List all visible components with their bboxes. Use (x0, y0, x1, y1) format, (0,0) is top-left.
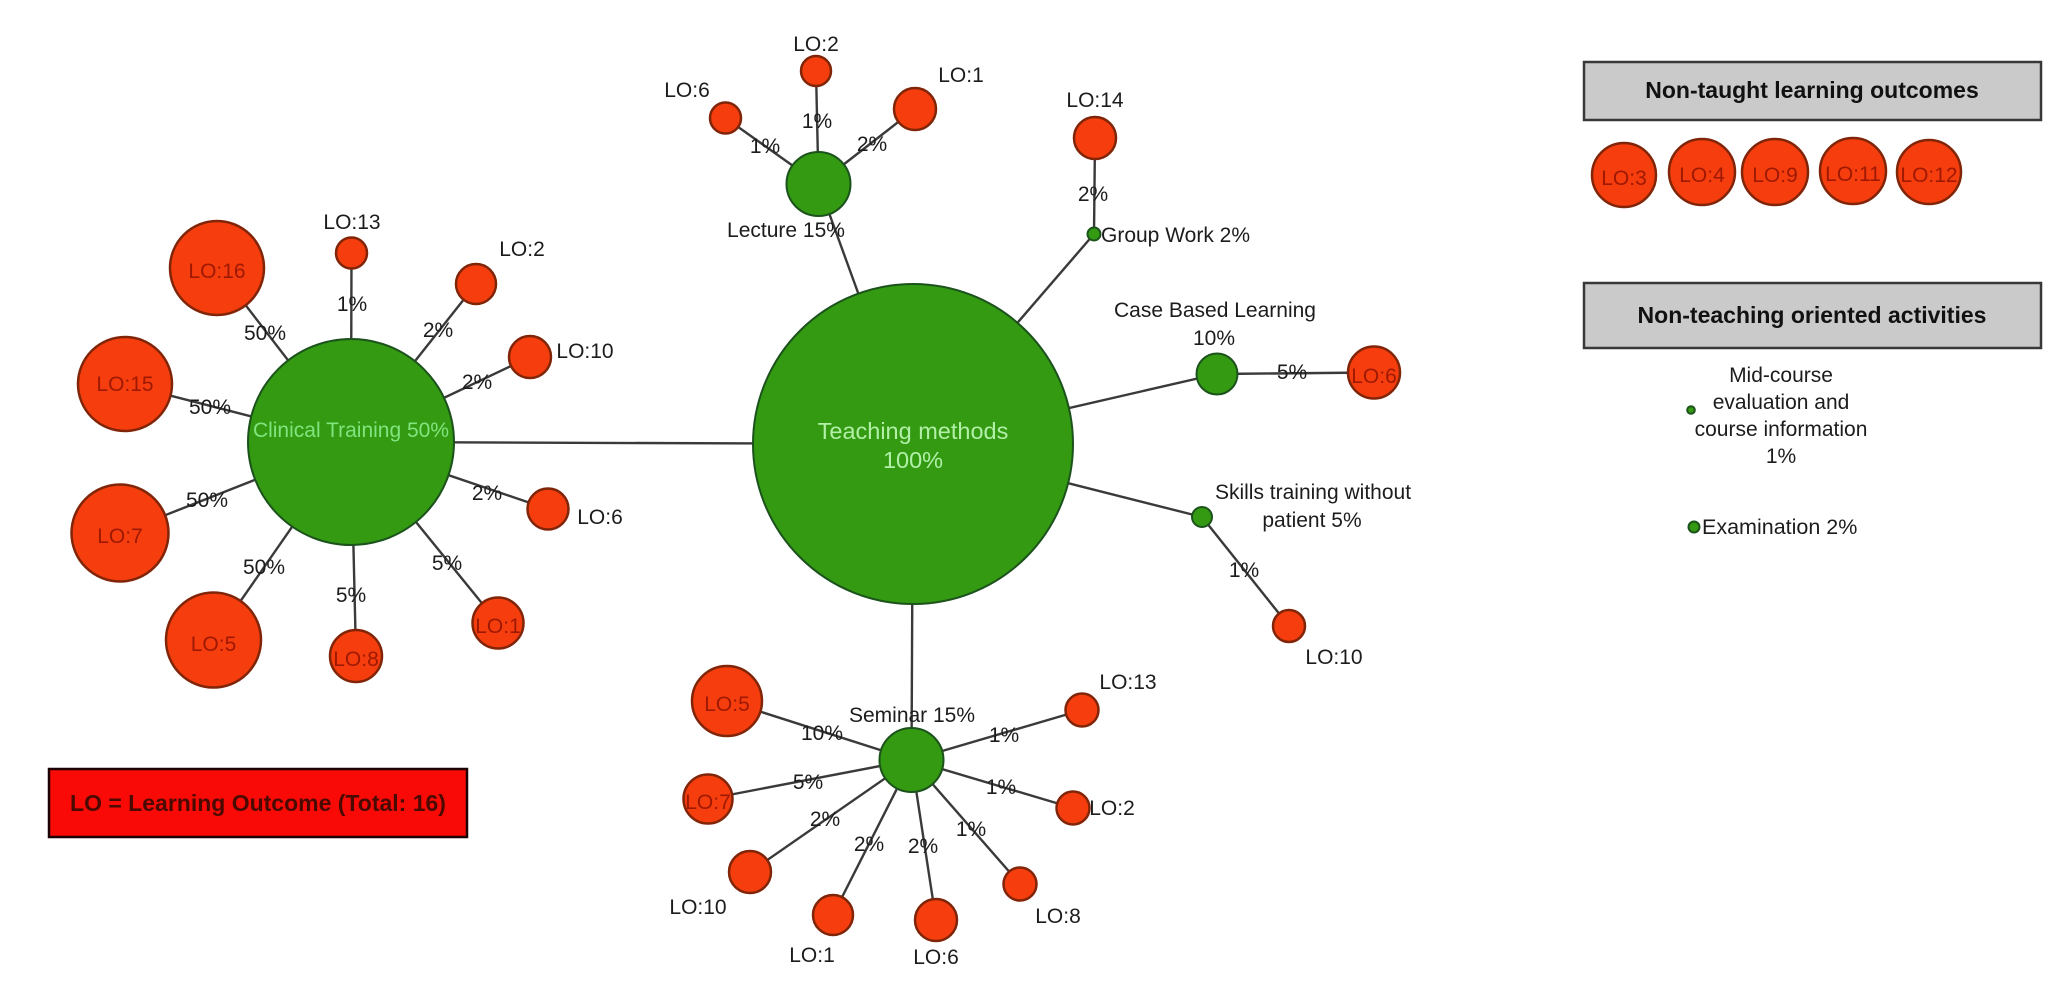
svg-text:LO:2: LO:2 (499, 238, 545, 261)
svg-text:50%: 50% (186, 489, 228, 512)
svg-text:2%: 2% (472, 482, 502, 505)
svg-text:LO:8: LO:8 (333, 648, 379, 671)
svg-text:LO:11: LO:11 (1825, 163, 1881, 186)
svg-text:course information: course information (1695, 418, 1868, 441)
svg-text:5%: 5% (793, 771, 823, 794)
svg-text:50%: 50% (244, 322, 286, 345)
svg-text:LO:5: LO:5 (191, 633, 237, 656)
svg-text:5%: 5% (336, 584, 366, 607)
svg-text:LO:1: LO:1 (789, 944, 835, 967)
svg-text:LO:6: LO:6 (913, 946, 959, 969)
svg-text:2%: 2% (854, 833, 884, 856)
svg-text:50%: 50% (189, 396, 231, 419)
svg-text:LO:5: LO:5 (704, 693, 750, 716)
svg-text:1%: 1% (1229, 559, 1259, 582)
svg-text:1%: 1% (989, 724, 1019, 747)
svg-text:LO:16: LO:16 (188, 260, 245, 283)
svg-text:Clinical Training 50%: Clinical Training 50% (253, 419, 449, 442)
svg-text:Seminar 15%: Seminar 15% (849, 704, 975, 727)
svg-text:LO:2: LO:2 (793, 33, 839, 56)
svg-text:1%: 1% (802, 110, 832, 133)
svg-text:1%: 1% (337, 293, 367, 316)
svg-text:2%: 2% (1078, 183, 1108, 206)
svg-text:Group Work 2%: Group Work 2% (1101, 224, 1250, 247)
svg-text:Examination 2%: Examination 2% (1702, 515, 1857, 539)
svg-text:Teaching methods: Teaching methods (818, 418, 1009, 444)
svg-text:5%: 5% (1277, 361, 1307, 384)
svg-text:2%: 2% (857, 133, 887, 156)
svg-text:100%: 100% (883, 447, 943, 473)
svg-text:Case Based Learning: Case Based Learning (1114, 299, 1316, 322)
svg-text:LO:10: LO:10 (556, 340, 613, 363)
svg-text:LO:1: LO:1 (938, 64, 984, 87)
svg-text:LO:10: LO:10 (669, 896, 726, 919)
svg-text:1%: 1% (956, 818, 986, 841)
svg-text:LO:7: LO:7 (685, 791, 731, 814)
svg-text:LO:6: LO:6 (664, 79, 710, 102)
svg-text:2%: 2% (423, 319, 453, 342)
svg-text:LO:9: LO:9 (1752, 164, 1798, 187)
svg-text:Non-teaching oriented activiti: Non-teaching oriented activities (1638, 302, 1987, 328)
svg-text:Skills training without: Skills training without (1215, 481, 1411, 504)
svg-text:LO:6: LO:6 (1351, 365, 1397, 388)
svg-text:1%: 1% (986, 776, 1016, 799)
svg-text:evaluation and: evaluation and (1713, 391, 1850, 414)
svg-text:LO:13: LO:13 (323, 211, 380, 234)
svg-text:LO:12: LO:12 (1900, 164, 1957, 187)
svg-text:LO:10: LO:10 (1305, 646, 1362, 669)
svg-text:LO:1: LO:1 (475, 615, 521, 638)
svg-text:LO:14: LO:14 (1066, 89, 1124, 112)
svg-text:LO = Learning Outcome (Total:: LO = Learning Outcome (Total: 16) (70, 790, 446, 816)
svg-text:LO:2: LO:2 (1089, 797, 1135, 820)
svg-text:LO:4: LO:4 (1679, 164, 1725, 187)
svg-text:50%: 50% (243, 556, 285, 579)
svg-text:LO:13: LO:13 (1099, 671, 1156, 694)
svg-text:2%: 2% (462, 371, 492, 394)
svg-text:5%: 5% (432, 552, 462, 575)
svg-text:Mid-course: Mid-course (1729, 364, 1833, 387)
svg-text:1%: 1% (1766, 445, 1796, 468)
svg-text:10%: 10% (1193, 327, 1235, 350)
svg-text:Non-taught learning outcomes: Non-taught learning outcomes (1645, 77, 1979, 103)
svg-text:10%: 10% (801, 722, 843, 745)
svg-text:LO:15: LO:15 (96, 373, 153, 396)
svg-text:LO:6: LO:6 (577, 506, 623, 529)
svg-text:LO:3: LO:3 (1601, 167, 1647, 190)
svg-text:patient 5%: patient 5% (1262, 509, 1361, 532)
svg-text:2%: 2% (810, 808, 840, 831)
svg-text:LO:8: LO:8 (1035, 905, 1081, 928)
svg-text:Lecture 15%: Lecture 15% (727, 219, 845, 242)
svg-text:1%: 1% (750, 135, 780, 158)
svg-text:LO:7: LO:7 (97, 525, 143, 548)
svg-text:2%: 2% (908, 835, 938, 858)
